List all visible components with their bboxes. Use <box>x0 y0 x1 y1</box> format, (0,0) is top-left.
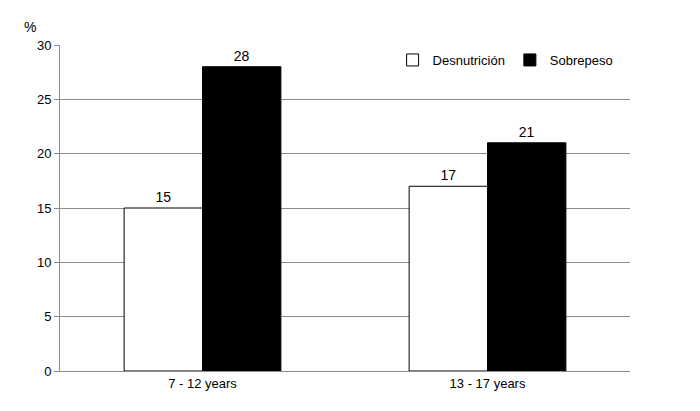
svg-text:20: 20 <box>37 146 51 161</box>
svg-text:Sobrepeso: Sobrepeso <box>550 53 613 68</box>
svg-text:17: 17 <box>440 167 456 183</box>
svg-text:30: 30 <box>37 38 51 53</box>
svg-text:10: 10 <box>37 255 51 270</box>
svg-text:13 - 17 years: 13 - 17 years <box>450 376 526 391</box>
svg-text:7 - 12 years: 7 - 12 years <box>168 376 237 391</box>
svg-text:15: 15 <box>37 201 51 216</box>
svg-text:15: 15 <box>155 189 171 205</box>
svg-text:25: 25 <box>37 92 51 107</box>
svg-text:28: 28 <box>234 48 250 64</box>
svg-text:Desnutrición: Desnutrición <box>433 53 505 68</box>
svg-text:5: 5 <box>44 309 51 324</box>
svg-text:21: 21 <box>519 124 535 140</box>
svg-text:0: 0 <box>44 364 51 379</box>
svg-text:%: % <box>24 19 36 35</box>
